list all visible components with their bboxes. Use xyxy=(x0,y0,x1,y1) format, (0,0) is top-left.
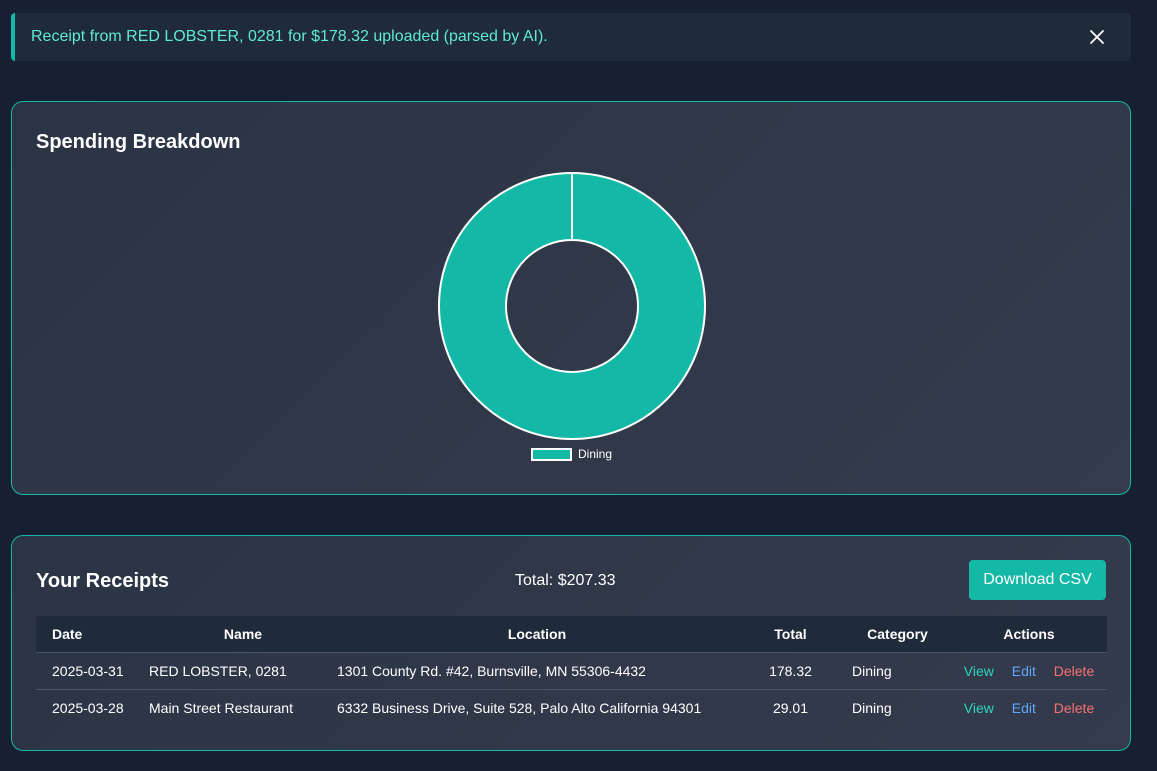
delete-link[interactable]: Delete xyxy=(1053,699,1095,716)
receipts-card: Your Receipts Total: $207.33 Download CS… xyxy=(11,535,1131,751)
delete-link[interactable]: Delete xyxy=(1053,662,1095,679)
upload-alert: Receipt from RED LOBSTER, 0281 for $178.… xyxy=(11,13,1131,61)
cell-total: 29.01 xyxy=(772,699,809,716)
col-date: Date xyxy=(52,625,83,642)
close-icon[interactable] xyxy=(1085,25,1109,49)
legend-swatch-dining xyxy=(531,447,572,461)
chart-title: Spending Breakdown xyxy=(36,131,241,153)
cell-date: 2025-03-28 xyxy=(52,699,124,716)
edit-link[interactable]: Edit xyxy=(1011,699,1036,716)
receipts-title: Your Receipts xyxy=(36,570,169,592)
donut-inner-border xyxy=(505,239,639,373)
spending-breakdown-card: Spending Breakdown Dining xyxy=(11,101,1131,495)
table-header-row: Date Name Location Total Category Action… xyxy=(36,616,1107,652)
cell-actions: View Edit Delete xyxy=(951,689,1107,726)
col-total: Total xyxy=(774,625,807,642)
view-link[interactable]: View xyxy=(963,662,994,679)
col-category: Category xyxy=(867,625,928,642)
cell-category: Dining xyxy=(852,699,892,716)
cell-name: RED LOBSTER, 0281 xyxy=(149,662,287,679)
chart-legend[interactable]: Dining xyxy=(531,447,612,461)
cell-location: 6332 Business Drive, Suite 528, Palo Alt… xyxy=(337,699,702,716)
receipts-table: Date Name Location Total Category Action… xyxy=(36,616,1107,726)
cell-date: 2025-03-31 xyxy=(52,662,124,679)
donut-chart xyxy=(438,172,706,440)
edit-link[interactable]: Edit xyxy=(1011,662,1036,679)
cell-category: Dining xyxy=(852,662,892,679)
cell-actions: View Edit Delete xyxy=(951,652,1107,689)
col-name: Name xyxy=(223,625,263,642)
col-actions: Actions xyxy=(1003,625,1055,642)
table-row: 2025-03-28 Main Street Restaurant 6332 B… xyxy=(36,689,1107,726)
receipts-total: Total: $207.33 xyxy=(515,572,616,589)
download-csv-button[interactable]: Download CSV xyxy=(969,560,1106,600)
legend-label-dining: Dining xyxy=(578,447,613,461)
col-location: Location xyxy=(507,625,567,642)
cell-name: Main Street Restaurant xyxy=(149,699,293,716)
view-link[interactable]: View xyxy=(963,699,994,716)
cell-location: 1301 County Rd. #42, Burnsville, MN 5530… xyxy=(337,662,646,679)
alert-message: Receipt from RED LOBSTER, 0281 for $178.… xyxy=(31,28,548,45)
cell-total: 178.32 xyxy=(769,662,812,679)
table-row: 2025-03-31 RED LOBSTER, 0281 1301 County… xyxy=(36,652,1107,689)
